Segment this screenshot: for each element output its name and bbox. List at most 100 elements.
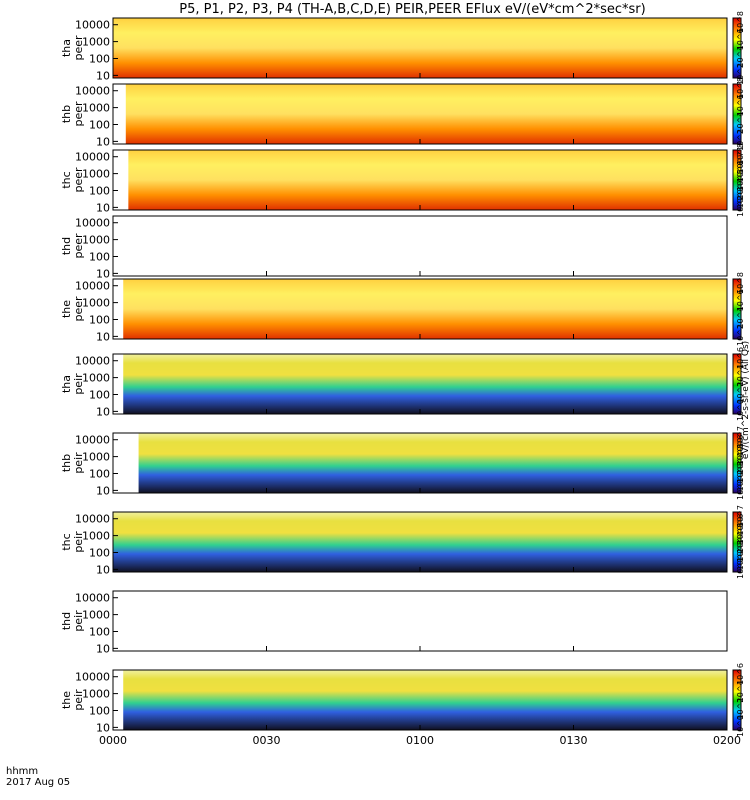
panel-7-cbar-label-0: 10^1 — [736, 557, 745, 579]
panel-6-cbar-label-5: 10^6 — [736, 435, 745, 457]
panel-9-colorbar — [732, 669, 742, 731]
panel-5-colorbar — [732, 353, 742, 415]
panel-0-ytick-label-2: 1000 — [82, 36, 110, 49]
panel-4-ytick-label-3: 10000 — [75, 280, 110, 293]
panel-4-ytick-label-2: 1000 — [82, 297, 110, 310]
panel-8-ytick-label-2: 1000 — [82, 609, 110, 622]
panel-1-spectrogram — [125, 84, 727, 144]
panel-4-label: thepeer — [60, 296, 85, 322]
panel-5-cbar-label-1: 10^2 — [736, 382, 745, 404]
panel-1-ytick-label-0: 10 — [96, 135, 110, 148]
panel-9-ytick-label-0: 10 — [96, 721, 110, 734]
panel-6-cbar-label-6: 10^7 — [736, 426, 745, 448]
panel-8-ytick-label-3: 10000 — [75, 592, 110, 605]
panel-2-ytick-label-1: 100 — [89, 184, 110, 197]
panel-7-spectrogram — [113, 512, 727, 572]
panel-9-cbar-label-3: 10^6 — [736, 663, 745, 685]
panel-9-ytick-label-1: 100 — [89, 704, 110, 717]
panel-1-cbar-label-0: 10^2 — [736, 129, 745, 151]
panel-2-cbar-label-3: 10^5 — [736, 169, 745, 191]
panel-0-cbar-label-1: 10^4 — [736, 46, 745, 68]
panel-0-label-line-0: tha — [60, 39, 73, 57]
panel-5-ytick-label-3: 10000 — [75, 355, 110, 368]
panel-0-colorbar — [732, 17, 742, 79]
panel-5-cbar-label-2: 10^4 — [736, 364, 745, 386]
panel-1-label-line-1: peer — [72, 101, 85, 127]
panel-4-ytick-label-1: 100 — [89, 313, 110, 326]
panel-7-cbar-label-5: 10^6 — [736, 514, 745, 536]
panel-8-frame — [112, 590, 728, 652]
panel-1-cbar-label-2: 10^6 — [736, 94, 745, 116]
x-axis-label-hhmm: hhmm — [6, 766, 39, 777]
panel-5-label: thapeir — [60, 373, 85, 395]
panel-2-cbar-label-0: 10^2 — [736, 195, 745, 217]
panel-7-cbar-label-4: 10^5 — [736, 522, 745, 544]
panel-8-ytick-label-0: 10 — [96, 642, 110, 655]
panel-5-label-line-1: peir — [72, 373, 85, 395]
panel-6-label-line-1: peir — [72, 452, 85, 474]
panel-3-ytick-label-1: 100 — [89, 250, 110, 263]
panel-1-ytick-label-1: 100 — [89, 118, 110, 131]
panel-6-ytick-label-1: 100 — [89, 467, 110, 480]
panel-5-ytick-label-0: 10 — [96, 405, 110, 418]
panel-8-label-line-1: peir — [72, 610, 85, 632]
panel-1-label: thbpeer — [60, 101, 85, 127]
panel-7-ytick-label-1: 100 — [89, 546, 110, 559]
panel-8-label: thdpeir — [60, 610, 85, 632]
panel-4-cbar-label-2: 10^6 — [736, 289, 745, 311]
panel-2-ytick-label-3: 10000 — [75, 151, 110, 164]
panel-3-ytick-label-3: 10000 — [75, 217, 110, 230]
x-axis-label-date: 2017 Aug 05 — [6, 777, 71, 788]
panel-3-ytick-label-0: 10 — [96, 267, 110, 280]
panel-6-label: thbpeir — [60, 452, 85, 474]
panel-4-label-line-1: peer — [72, 296, 85, 322]
panel-2-cbar-label-6: 10^8 — [736, 143, 745, 165]
panel-7-ytick-label-0: 10 — [96, 563, 110, 576]
panel-6-ytick-label-0: 10 — [96, 484, 110, 497]
panel-2-label-line-0: thc — [60, 171, 73, 188]
panel-7: 10100100010000thcpeir10^110^210^310^410^… — [60, 505, 745, 579]
panel-2-label: thcpeer — [60, 167, 85, 193]
panel-0-cbar-label-2: 10^6 — [736, 28, 745, 50]
panel-9-cbar-label-0: 10^0 — [736, 715, 745, 737]
panel-5-spectrogram — [123, 354, 727, 414]
panel-5-label-line-0: tha — [60, 375, 73, 393]
panel-8: 10 100 1000 10000 thdpeir — [60, 590, 728, 655]
panel-7-cbar-label-3: 10^4 — [736, 531, 745, 553]
panel-2-ytick-label-2: 1000 — [82, 168, 110, 181]
xtick-label-2: 0100 — [406, 734, 434, 747]
panel-3-label-line-1: peer — [72, 233, 85, 259]
panel-6-cbar-label-3: 10^4 — [736, 452, 745, 474]
panel-2-spectrogram — [128, 150, 728, 210]
panel-3-ytick-label-2: 1000 — [82, 234, 110, 247]
panel-2-cbar-label-1: 10^3 — [736, 186, 745, 208]
panel-6-cbar-label-4: 10^5 — [736, 443, 745, 465]
panel-1-colorbar — [732, 83, 742, 145]
panel-4-colorbar — [732, 278, 742, 340]
panel-9-label: thepeir — [60, 689, 85, 711]
panel-9-spectrogram — [123, 670, 727, 730]
panel-0-ytick-label-0: 10 — [96, 69, 110, 82]
panel-6-ytick-label-2: 1000 — [82, 451, 110, 464]
xtick-label-4: 0200 — [713, 734, 741, 747]
panel-1-ytick-label-2: 1000 — [82, 102, 110, 115]
xtick-label-1: 0030 — [253, 734, 281, 747]
panel-8-ytick-label-1: 100 — [89, 625, 110, 638]
panel-2-label-line-1: peer — [72, 167, 85, 193]
panel-2-cbar-label-5: 10^7 — [736, 152, 745, 174]
x-axis-label: hhmm 2017 Aug 05 — [6, 766, 70, 788]
panel-3-label-line-0: thd — [60, 237, 73, 255]
colorbar-title: eV/(cm^2-s-sr-eV) (All Qs) — [741, 341, 750, 459]
panel-4-label-line-0: the — [60, 300, 73, 318]
panel-7-cbar-label-2: 10^3 — [736, 540, 745, 562]
panel-4-ytick-label-0: 10 — [96, 330, 110, 343]
panel-6-ytick-label-3: 10000 — [75, 434, 110, 447]
panel-2: 10100100010000thcpeer10^210^310^410^510^… — [60, 143, 745, 217]
panel-3-label: thdpeer — [60, 233, 85, 259]
panel-0-spectrogram — [113, 18, 727, 78]
panel-1-cbar-label-1: 10^4 — [736, 112, 745, 134]
